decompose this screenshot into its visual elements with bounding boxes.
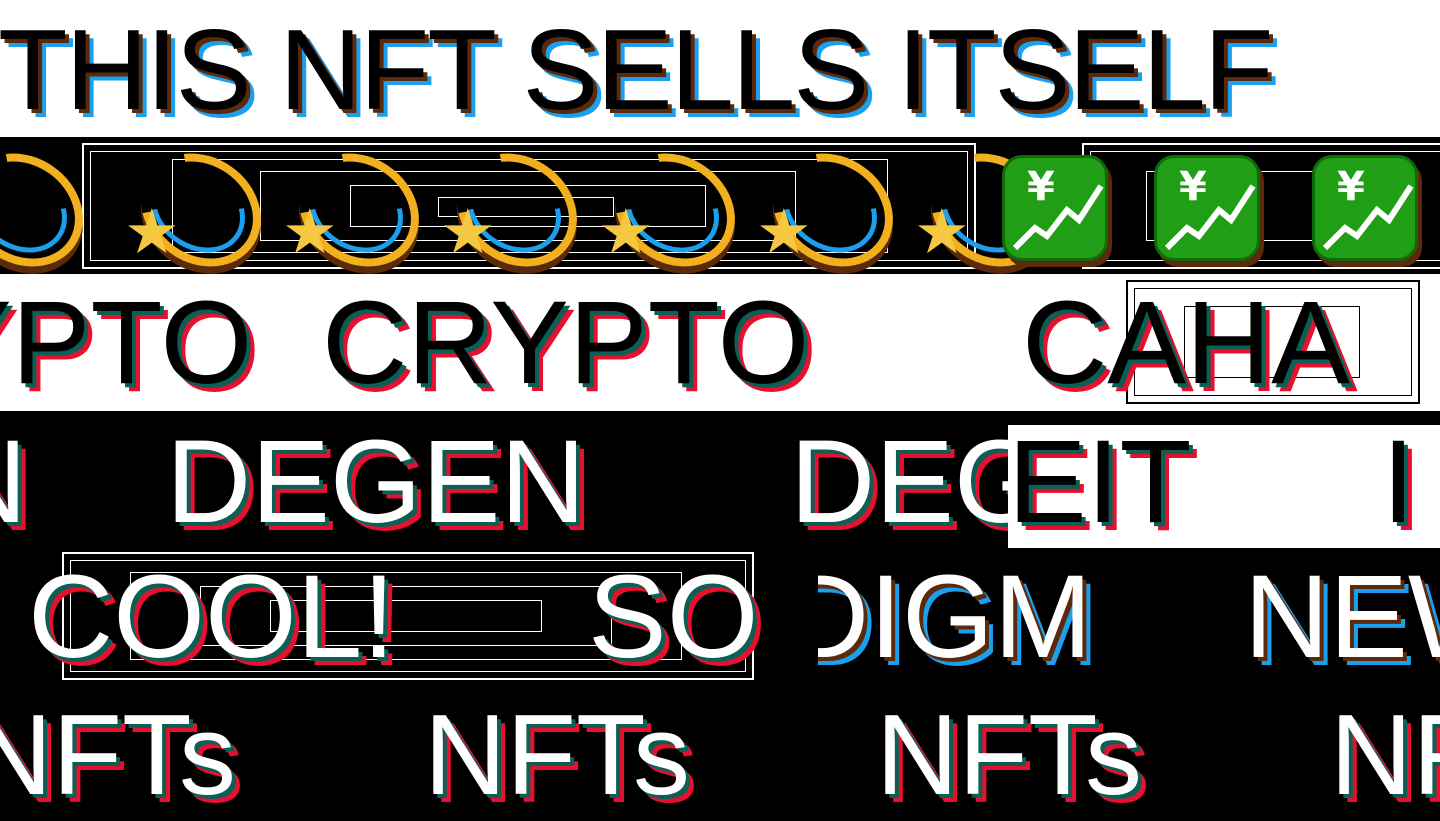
nfts-word: NFTs	[424, 692, 690, 819]
crypto-word: RYPTO	[0, 277, 253, 409]
dizzy-comet-icon: ★	[434, 137, 600, 274]
degen-word: N	[0, 423, 27, 541]
frame-box	[172, 159, 888, 253]
frame-box	[438, 197, 614, 217]
frame-box	[1126, 280, 1420, 404]
eit-word: I	[1382, 416, 1415, 548]
digm-word: DIGM	[818, 551, 1093, 683]
chart-increasing-yen-icon: ¥	[1154, 155, 1260, 261]
nfts-word: NFTs	[876, 692, 1142, 819]
frame-box	[82, 143, 976, 269]
frame-box	[200, 586, 612, 646]
headline-band: THIS NFT SELLS ITSELF	[0, 0, 1440, 137]
degen-word: DEGEN	[790, 416, 1008, 548]
dizzy-comet-icon: ★	[276, 137, 442, 274]
degen-band: N DEGEN DEGEN EIT I	[0, 411, 1440, 548]
crypto-word: CRYPTO	[322, 277, 810, 409]
frame-box	[1134, 288, 1412, 396]
dizzy-comet-icon: ★	[592, 137, 758, 274]
dizzy-comet-icon: ★	[0, 137, 106, 274]
chart-increasing-yen-icon: ¥	[1312, 155, 1418, 261]
frame-box	[90, 151, 968, 261]
frame-box	[70, 560, 746, 672]
eit-word: EIT	[1008, 416, 1192, 548]
degen-clip: DEGEN	[0, 411, 1008, 548]
degen-word: DEGEN	[166, 416, 586, 548]
headline-text: THIS NFT SELLS ITSELF	[0, 7, 1274, 134]
frame-box	[350, 185, 706, 227]
digm-clip: DIGM NEW	[818, 548, 1440, 685]
frame-box	[1184, 306, 1360, 378]
nfts-word: NFTs	[1330, 692, 1440, 819]
nfts-word: NFTs	[0, 692, 236, 819]
crypto-word: CAHA	[1022, 277, 1350, 409]
so-clip: SO	[0, 548, 818, 685]
nfts-band: NFTs NFTs NFTs NFTs	[0, 685, 1440, 821]
new-word: NEW	[1244, 551, 1440, 683]
frame-box	[260, 171, 796, 241]
white-panel	[1008, 425, 1440, 548]
emoji-band: ★ ★ ★ ★ ★ ★ ★ ¥ ¥ ¥	[0, 137, 1440, 274]
frame-box	[62, 552, 754, 680]
so-word: SO	[588, 551, 759, 683]
frame-box	[130, 572, 682, 660]
cool-band: COOL! SO DIGM NEW	[0, 548, 1440, 685]
crypto-band: RYPTO CRYPTO CAHA	[0, 274, 1440, 411]
chart-increasing-yen-icon: ¥	[1002, 155, 1108, 261]
dizzy-comet-icon: ★	[908, 137, 1074, 274]
frame-box	[270, 600, 542, 632]
dizzy-comet-icon: ★	[118, 137, 284, 274]
cool-word: COOL!	[28, 551, 396, 683]
dizzy-comet-icon: ★	[750, 137, 916, 274]
